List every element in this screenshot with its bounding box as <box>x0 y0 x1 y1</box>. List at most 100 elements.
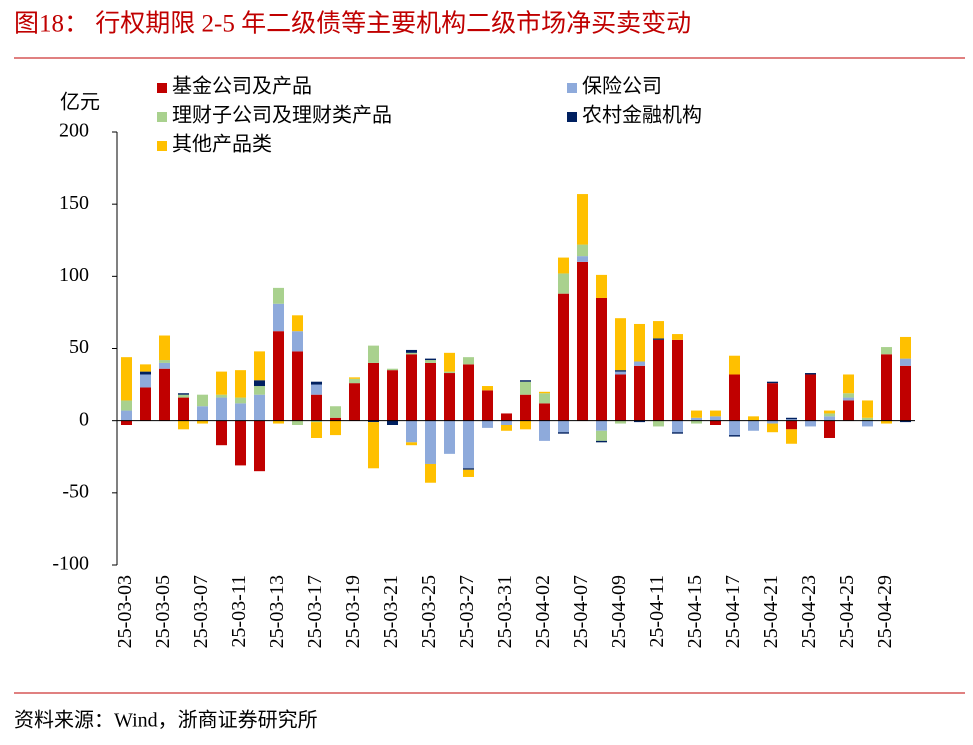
x-tick-label: 25-04-11 <box>646 575 668 648</box>
bar <box>482 386 493 391</box>
bar <box>349 378 360 384</box>
bar <box>862 417 873 421</box>
bar <box>178 397 189 421</box>
y-tick-label: 0 <box>79 408 89 430</box>
bar <box>824 410 835 414</box>
legend-swatch <box>157 83 167 93</box>
bar <box>539 393 550 404</box>
bar <box>406 354 417 421</box>
bar <box>881 354 892 421</box>
bar <box>805 374 816 421</box>
bar <box>197 394 208 407</box>
bar <box>425 358 436 361</box>
bar <box>444 373 455 421</box>
bar <box>596 440 607 443</box>
bar <box>178 393 189 395</box>
y-tick-label: -50 <box>62 480 89 502</box>
bar <box>425 362 436 421</box>
bar <box>216 397 227 421</box>
bar <box>634 365 645 421</box>
bar <box>273 287 284 304</box>
bar <box>140 374 151 388</box>
x-tick-label: 25-04-02 <box>532 575 554 648</box>
bar <box>824 420 835 438</box>
bar <box>178 420 189 430</box>
bar <box>178 394 189 398</box>
bar <box>121 420 132 425</box>
bar <box>520 394 531 421</box>
legend-swatch <box>567 112 577 122</box>
bar <box>387 368 398 371</box>
bar <box>786 429 797 444</box>
bar <box>634 361 645 366</box>
bar <box>672 339 683 421</box>
bar <box>216 394 227 398</box>
bar <box>539 391 550 394</box>
bar <box>691 420 702 424</box>
bar <box>653 339 664 421</box>
bar <box>349 383 360 421</box>
bar <box>368 422 379 469</box>
bar <box>292 420 303 425</box>
x-tick-label: 25-04-09 <box>608 575 630 648</box>
bar <box>463 357 474 365</box>
bar <box>596 274 607 298</box>
bar <box>539 403 550 421</box>
bar <box>197 420 208 424</box>
bar <box>254 386 265 395</box>
bar <box>349 377 360 379</box>
y-tick-label: 200 <box>59 120 89 142</box>
bar <box>292 315 303 332</box>
bar <box>216 371 227 395</box>
bar <box>368 362 379 421</box>
bar <box>482 420 493 428</box>
x-tick-label: 25-04-23 <box>798 575 820 648</box>
legend-label: 其他产品类 <box>172 133 272 156</box>
bar <box>767 423 778 433</box>
bar <box>254 351 265 381</box>
y-tick-label: 100 <box>59 264 89 286</box>
bar <box>653 420 664 427</box>
y-tick-label: 50 <box>69 336 89 358</box>
bar <box>824 416 835 421</box>
bar <box>140 387 151 421</box>
bar <box>900 420 911 423</box>
bar <box>729 420 740 436</box>
bar <box>463 469 474 477</box>
bar <box>330 417 341 421</box>
bar <box>501 424 512 431</box>
bar <box>387 370 398 421</box>
bar <box>425 420 436 464</box>
bar <box>121 400 132 411</box>
bar <box>577 194 588 245</box>
x-tick-label: 25-03-03 <box>114 575 136 648</box>
bar <box>558 293 569 421</box>
x-tick-label: 25-03-25 <box>418 575 440 648</box>
x-tick-label: 25-04-21 <box>760 575 782 648</box>
bar <box>311 422 322 438</box>
bar <box>672 420 683 433</box>
bar <box>520 381 531 395</box>
legend-label: 农村金融机构 <box>582 104 702 127</box>
bar <box>615 374 626 421</box>
bar <box>292 351 303 421</box>
bar <box>444 371 455 374</box>
bar <box>596 420 607 431</box>
bar <box>596 297 607 421</box>
bar <box>330 420 341 436</box>
bar <box>748 416 759 421</box>
bar <box>729 435 740 437</box>
bar <box>843 400 854 421</box>
x-tick-label: 25-03-31 <box>494 575 516 648</box>
bar <box>254 380 265 387</box>
bar <box>691 410 702 418</box>
bar <box>900 365 911 421</box>
bar <box>824 413 835 417</box>
bar <box>482 390 493 421</box>
bar <box>235 403 246 421</box>
bar <box>653 338 664 340</box>
bar <box>615 420 626 424</box>
bar <box>900 358 911 366</box>
bar <box>843 393 854 398</box>
bar <box>311 420 322 423</box>
